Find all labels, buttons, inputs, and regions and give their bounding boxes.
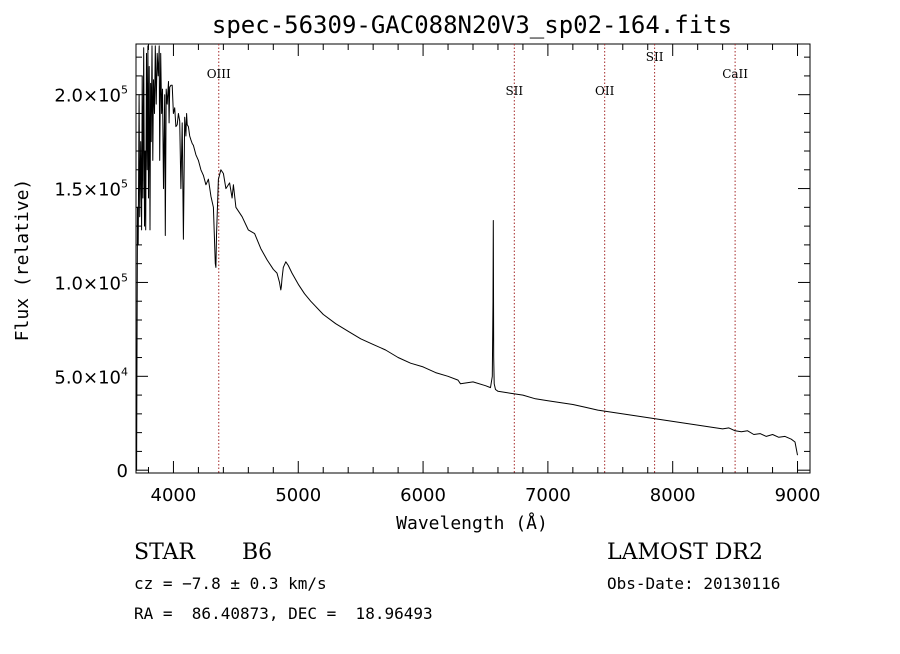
x-axis-title: Wavelength (Å): [396, 512, 548, 534]
object-class: STAR: [134, 540, 196, 565]
object-subclass: B6: [242, 540, 272, 565]
x-tick-label: 5000: [275, 485, 321, 506]
spectral-line-label: OII: [595, 84, 615, 98]
y-tick-label: 1.5×105: [54, 178, 128, 201]
plot-frame: [135, 43, 811, 474]
axis-ticks: 4000 5000 6000 7000 8000 9000 0 5.0×104 1.0×105 1…: [54, 44, 820, 506]
spectral-line-label: CaII: [722, 67, 748, 81]
spectral-line-label: SII: [646, 50, 664, 64]
spectral-line-label: SII: [505, 84, 523, 98]
observation-date: Obs-Date: 20130116: [607, 574, 780, 593]
coordinates: RA = 86.40873, DEC = 18.96493: [134, 604, 433, 623]
x-tick-label: 4000: [151, 485, 197, 506]
redshift-value: cz = −7.8 ± 0.3 km/s: [134, 574, 327, 593]
y-tick-label: 2.0×105: [54, 84, 128, 107]
survey-name: LAMOST DR2: [607, 540, 763, 565]
y-tick-label: 1.0×105: [54, 271, 128, 294]
series-layer: [135, 45, 798, 471]
x-tick-label: 8000: [650, 485, 696, 506]
y-tick-label: 0: [117, 461, 128, 482]
spectral-line-label: OIII: [207, 67, 231, 81]
spectral-line-markers: OIII SII OII SII CaII: [207, 44, 748, 473]
y-tick-label: 5.0×104: [54, 365, 128, 388]
x-tick-label: 6000: [400, 485, 446, 506]
y-axis-title: Flux (relative): [12, 179, 33, 342]
plot-area: [135, 43, 811, 474]
chart-title: spec-56309-GAC088N20V3_sp02-164.fits: [212, 11, 732, 39]
x-tick-label: 7000: [525, 485, 571, 506]
spectrum-line: [135, 45, 798, 471]
x-tick-label: 9000: [775, 485, 821, 506]
